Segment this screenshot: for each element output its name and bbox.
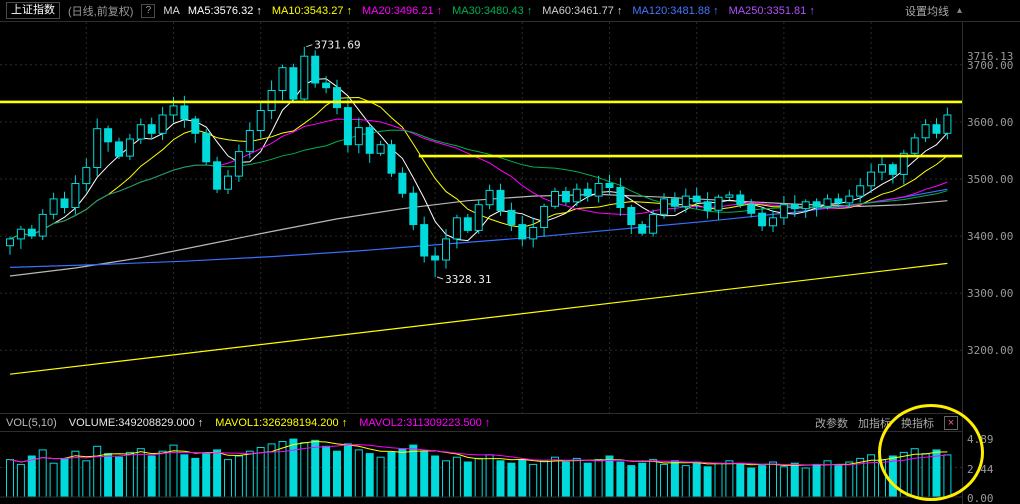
indicator-bar: 上证指数 (日线,前复权) ? MA MA5:3576.32 ↑ MA10:354… <box>0 0 1020 22</box>
symbol-name[interactable]: 上证指数 <box>6 2 60 19</box>
period-label: (日线,前复权) <box>68 5 134 18</box>
price-axis-label: 3400.00 <box>967 230 1014 243</box>
volume-axis-label: 4.89 <box>967 433 994 446</box>
price-annotation: 3731.69 <box>314 39 360 52</box>
ma-readout: MA120:3481.88 ↑ <box>632 4 719 17</box>
gridlines <box>0 22 962 413</box>
collapse-arrow-icon[interactable]: ▴ <box>956 5 962 16</box>
line-ma250-trendline <box>9 262 948 375</box>
indicator-buttons: 改参数 加指标 换指标 × <box>815 415 958 431</box>
price-axis-label: 3600.00 <box>967 116 1014 129</box>
close-icon[interactable]: × <box>944 415 958 430</box>
volume-chart[interactable] <box>0 432 962 504</box>
volume-readout: MAVOL1:326298194.200 ↑ <box>215 416 348 429</box>
volume-values: VOLUME:349208829.000 ↑ MAVOL1:326298194.2… <box>69 417 491 429</box>
volume-axis-label: 0.00 <box>967 492 994 504</box>
main-chart[interactable]: 3731.69 3328.31 <box>0 22 962 413</box>
mavol2-line <box>9 444 948 466</box>
change-params-button[interactable]: 改参数 <box>815 417 848 430</box>
axis-separator <box>962 22 963 504</box>
price-axis-label: 3700.00 <box>967 59 1014 72</box>
switch-indicator-button[interactable]: 换指标 <box>901 417 934 430</box>
volume-axis: 4.89 2.44 0.00 <box>964 432 1020 504</box>
volume-indicator-name: VOL(5,10) <box>6 416 57 429</box>
volume-readout: VOLUME:349208829.000 ↑ <box>68 416 204 429</box>
ma-readout: MA30:3480.43 ↑ <box>452 4 533 17</box>
mavol1-line <box>9 440 948 466</box>
volume-axis-label: 2.44 <box>967 463 994 476</box>
price-annotation: 3328.31 <box>445 273 491 286</box>
help-icon[interactable]: ? <box>141 3 156 18</box>
ma-values: MA5:3576.32 ↑ MA10:3543.27 ↑ MA20:3496.21 … <box>188 5 815 17</box>
volume-bars <box>6 438 952 498</box>
ma-readout: MA60:3461.77 ↑ <box>542 4 623 17</box>
volume-header-bar: VOL(5,10) VOLUME:349208829.000 ↑ MAVOL1:3… <box>0 413 962 432</box>
ma-settings-button[interactable]: 设置均线 <box>904 5 949 18</box>
price-axis-label: 3716.13 <box>967 50 1014 63</box>
price-axis-label: 3500.00 <box>967 173 1014 186</box>
volume-readout: MAVOL2:311309223.500 ↑ <box>359 416 491 429</box>
price-axis: 3716.13 3700.00 3600.00 3500.00 3400.00 3300.… <box>964 22 1020 413</box>
price-axis-label: 3200.00 <box>967 344 1014 357</box>
price-axis-label: 3300.00 <box>967 287 1014 300</box>
ma-readout: MA10:3543.27 ↑ <box>271 4 353 17</box>
ma-readout: MA20:3496.21 ↑ <box>362 4 443 17</box>
add-indicator-button[interactable]: 加指标 <box>858 417 891 430</box>
indicator-name: MA <box>163 4 180 17</box>
candles <box>6 46 952 277</box>
ma-readout: MA5:3576.32 ↑ <box>187 4 262 17</box>
ma-readout: MA250:3351.81 ↑ <box>728 4 815 17</box>
